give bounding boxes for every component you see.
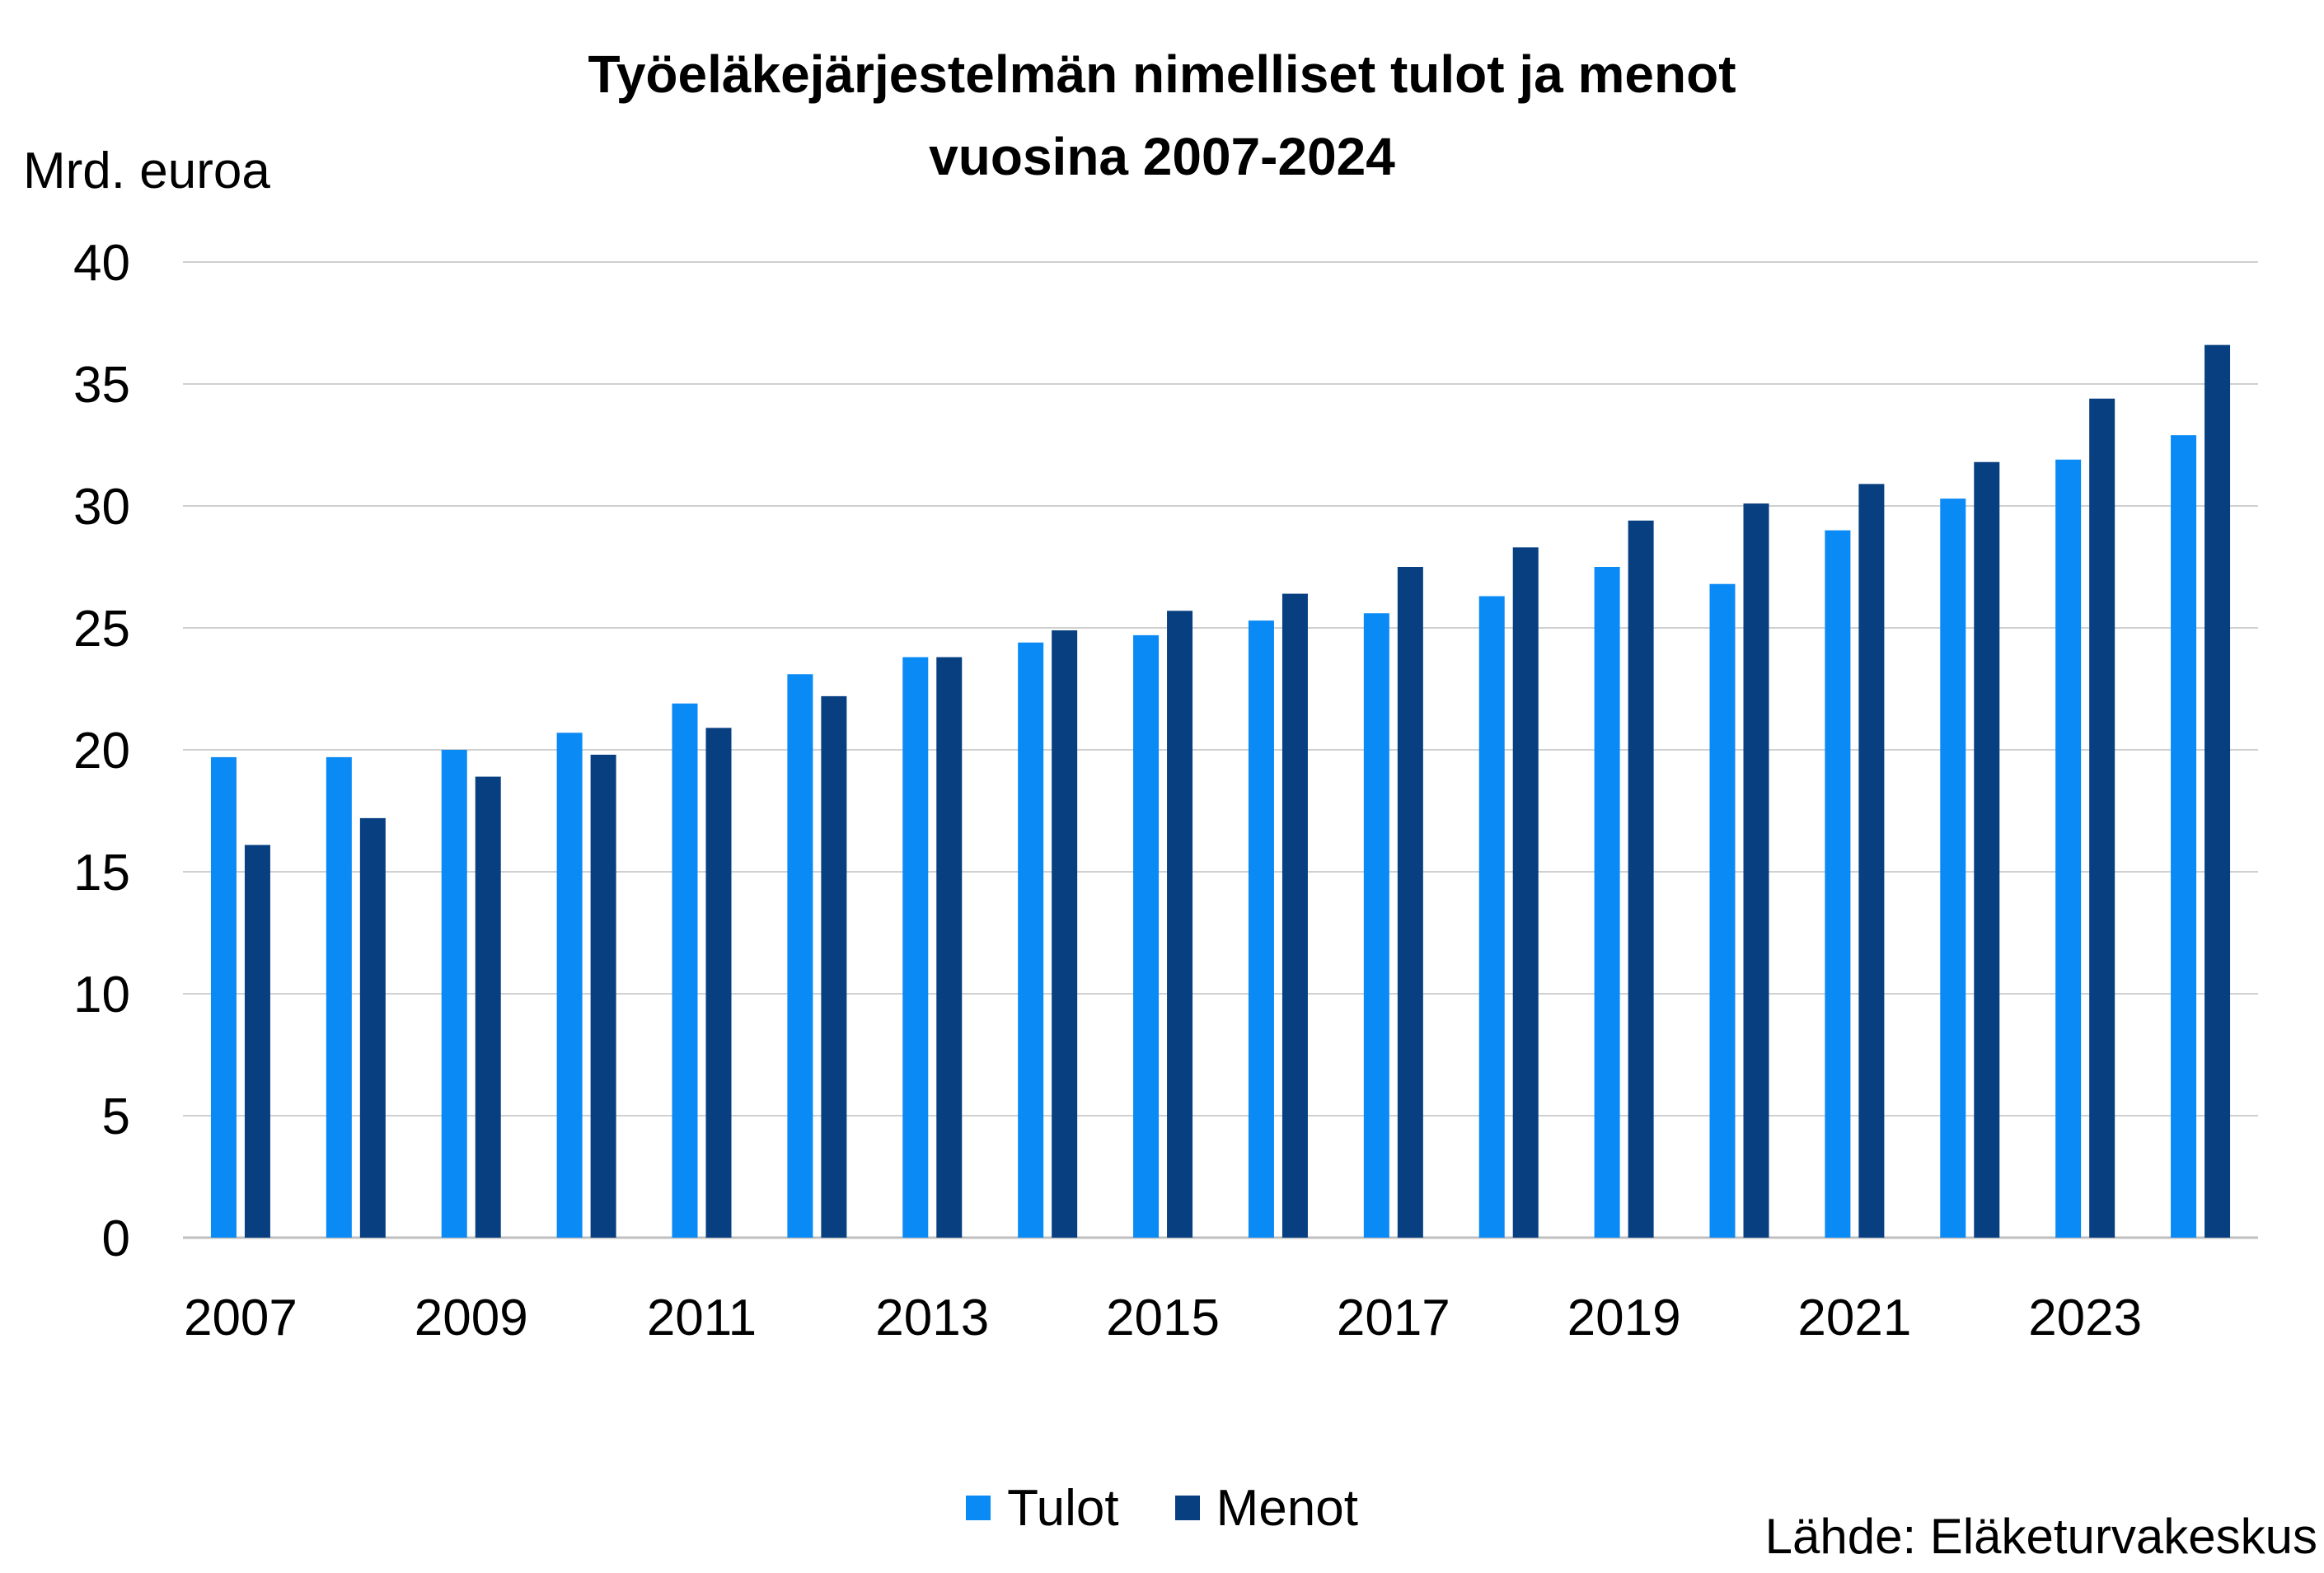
bar-tulot-2016 <box>1248 620 1274 1238</box>
bar-tulot-2021 <box>1825 530 1851 1238</box>
bar-tulot-2011 <box>672 703 698 1238</box>
y-tick-label-40: 40 <box>73 235 130 292</box>
bar-tulot-2009 <box>441 750 467 1238</box>
y-tick-label-15: 15 <box>73 845 130 901</box>
bar-tulot-2020 <box>1709 583 1736 1238</box>
x-tick-label-2015: 2015 <box>1106 1290 1220 1346</box>
y-tick-label-30: 30 <box>73 479 130 536</box>
legend-swatch-tulot <box>966 1496 991 1520</box>
bar-menot-2014 <box>1052 630 1078 1238</box>
bar-menot-2023 <box>2089 398 2115 1238</box>
bar-tulot-2008 <box>326 756 352 1238</box>
x-tick-label-2009: 2009 <box>415 1290 528 1346</box>
legend-swatch-menot <box>1174 1496 1200 1520</box>
x-tick-label-2017: 2017 <box>1337 1290 1450 1346</box>
y-tick-label-20: 20 <box>73 723 130 779</box>
bar-menot-2012 <box>821 695 847 1238</box>
legend-item-tulot: Tulot <box>966 1479 1119 1538</box>
x-tick-label-2013: 2013 <box>875 1290 989 1346</box>
bar-tulot-2010 <box>556 733 583 1238</box>
bar-tulot-2019 <box>1594 567 1620 1238</box>
bar-tulot-2013 <box>902 657 929 1238</box>
legend-label-menot: Menot <box>1216 1479 1358 1537</box>
x-tick-label-2023: 2023 <box>2028 1290 2142 1346</box>
bar-menot-2013 <box>936 657 963 1238</box>
bar-menot-2009 <box>475 776 501 1238</box>
bars <box>210 344 2231 1238</box>
y-axis-label: Mrd. euroa <box>23 143 270 199</box>
bar-menot-2016 <box>1281 593 1308 1238</box>
bar-menot-2008 <box>359 817 386 1238</box>
bar-tulot-2017 <box>1363 613 1389 1238</box>
bar-menot-2024 <box>2205 344 2231 1238</box>
y-tick-label-25: 25 <box>73 601 130 658</box>
y-tick-label-5: 5 <box>102 1088 130 1145</box>
bar-tulot-2012 <box>787 674 813 1238</box>
y-tick-labels: 0 5 10 15 20 25 30 35 40 <box>73 235 130 1267</box>
bar-menot-2021 <box>1858 484 1885 1238</box>
bar-menot-2019 <box>1628 520 1654 1238</box>
bar-menot-2017 <box>1397 567 1423 1238</box>
bar-tulot-2024 <box>2171 435 2197 1238</box>
chart-title-line1: Työeläkejärjestelmän nimelliset tulot ja… <box>588 44 1736 104</box>
bar-tulot-2023 <box>2055 459 2082 1238</box>
x-tick-label-2007: 2007 <box>184 1290 298 1346</box>
bar-tulot-2014 <box>1018 642 1044 1238</box>
bar-menot-2011 <box>705 728 732 1238</box>
x-tick-label-2019: 2019 <box>1567 1290 1681 1346</box>
x-tick-label-2021: 2021 <box>1797 1290 1911 1346</box>
chart-title-line2: vuosina 2007-2024 <box>929 127 1395 186</box>
legend-item-menot: Menot <box>1174 1479 1358 1538</box>
bar-tulot-2015 <box>1133 634 1160 1238</box>
legend: Tulot Menot <box>0 1475 2324 1541</box>
legend-label-tulot: Tulot <box>1007 1479 1119 1537</box>
bar-menot-2022 <box>1974 461 2000 1238</box>
bar-menot-2007 <box>244 845 270 1238</box>
gridlines <box>183 261 2258 1239</box>
bar-menot-2018 <box>1512 547 1539 1238</box>
bar-tulot-2022 <box>1940 499 1966 1238</box>
bar-menot-2010 <box>590 754 616 1238</box>
y-tick-label-35: 35 <box>73 357 130 414</box>
y-tick-label-0: 0 <box>102 1210 130 1267</box>
x-tick-labels: 2007 2009 2011 2013 2015 2017 2019 2021 2023 <box>184 1290 2142 1346</box>
bar-menot-2020 <box>1743 503 1769 1238</box>
bar-tulot-2007 <box>210 756 237 1238</box>
source-note: Lähde: Eläketurvakeskus <box>1764 1509 2317 1564</box>
x-tick-label-2011: 2011 <box>647 1290 757 1346</box>
y-tick-label-10: 10 <box>73 967 130 1023</box>
bar-tulot-2018 <box>1478 596 1505 1238</box>
bar-menot-2015 <box>1167 611 1193 1238</box>
